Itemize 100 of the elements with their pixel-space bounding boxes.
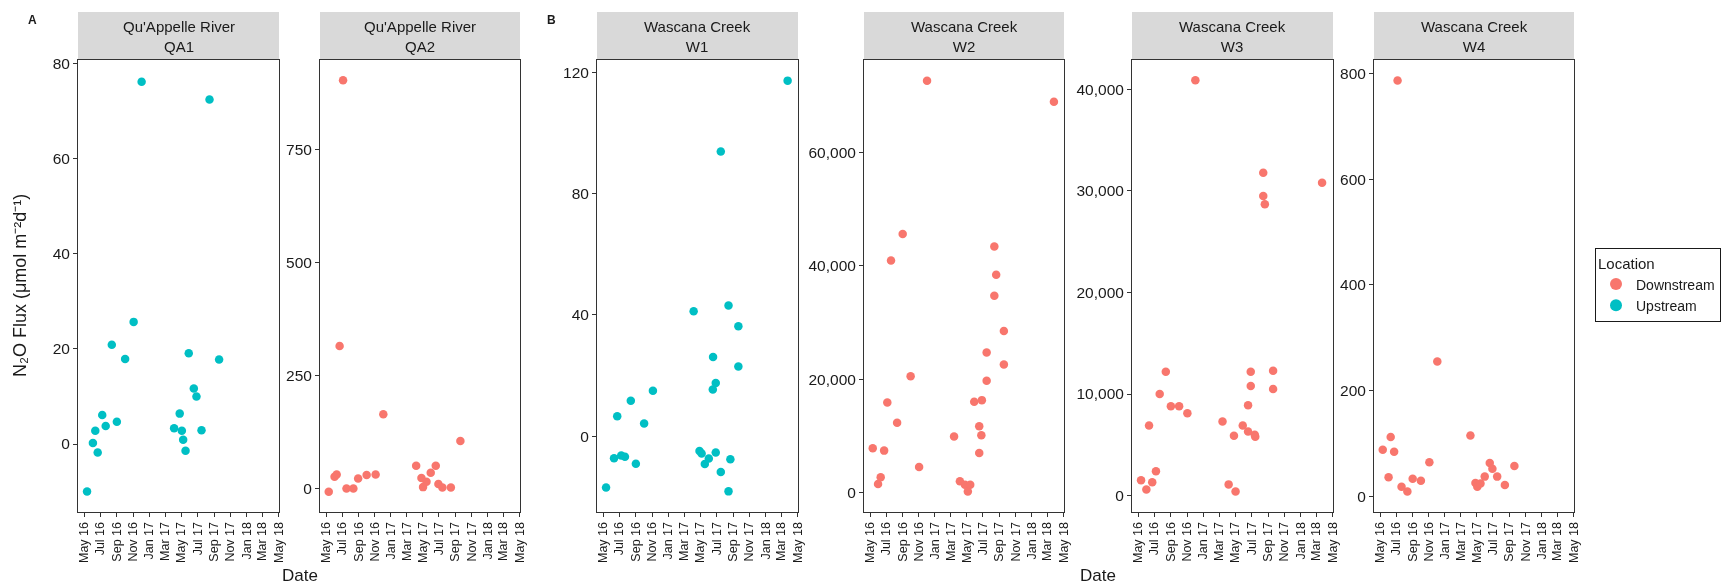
x-tick-label: Mar 17 [677, 521, 692, 561]
y-tick-label: 40,000 [808, 257, 857, 275]
x-tick-label: Sep 16 [109, 521, 124, 562]
x-tick-label: Jul 16 [879, 521, 894, 556]
x-tick-label: Nov 17 [1008, 521, 1023, 562]
y-tick-label: 40 [52, 245, 71, 263]
chart-title: Wascana Creek W1 [644, 18, 751, 55]
chart-title: Qu'Appelle River QA2 [364, 18, 477, 55]
y-tick-label: 400 [1340, 276, 1367, 294]
x-tick-label: Mar 17 [158, 521, 173, 561]
x-tick-label: Jan 18 [1534, 521, 1549, 560]
x-tick-label: Nov 16 [645, 521, 660, 562]
x-tick-label: Mar 18 [1550, 521, 1565, 561]
y-tick-label: 30,000 [1076, 182, 1125, 200]
x-tick-label: Jan 17 [928, 521, 943, 560]
x-tick-label: Jul 17 [1244, 521, 1259, 556]
x-tick-label: Sep 17 [1261, 521, 1276, 562]
x-tick-label: May 16 [1131, 521, 1146, 563]
text: A [28, 13, 37, 27]
y-tick-label: 0 [303, 479, 313, 497]
y-tick-label: 800 [1340, 65, 1367, 83]
x-tick-label: Jul 17 [1486, 521, 1500, 556]
x-tick-label: May 16 [863, 521, 878, 563]
x-tick-label: May 17 [1228, 521, 1243, 563]
x-tick-label: Nov 17 [464, 521, 479, 562]
x-tick-label: Mar 18 [255, 521, 270, 561]
y-tick-label: 80 [52, 55, 71, 73]
x-tick-label: Sep 16 [351, 521, 366, 562]
x-tick-label: Nov 16 [367, 521, 382, 562]
y-tick-label: 80 [571, 184, 590, 202]
x-tick-label: Mar 18 [1040, 521, 1055, 561]
x-tick-label: Sep 16 [1163, 521, 1178, 562]
x-tick-label: Mar 18 [1309, 521, 1324, 561]
x-tick-label: Jan 17 [384, 521, 399, 560]
x-tick-label: May 18 [1566, 521, 1581, 563]
x-tick-label: Nov 17 [1518, 521, 1533, 562]
y-tick-label: 120 [563, 63, 590, 81]
legend-title: Location [1598, 254, 1655, 272]
chart-title: Wascana Creek W4 [1421, 18, 1528, 55]
y-tick-label: 600 [1340, 170, 1367, 188]
x-tick-label: May 17 [174, 521, 189, 563]
x-tick-label: May 16 [1373, 521, 1388, 563]
x-tick-label: Sep 16 [895, 521, 910, 562]
x-tick-label: Jul 17 [709, 521, 724, 556]
x-tick-label: Jul 16 [335, 521, 350, 556]
x-tick-label: Jan 18 [1024, 521, 1039, 560]
x-tick-label: Sep 17 [726, 521, 741, 562]
x-tick-label: Sep 17 [448, 521, 463, 562]
x-tick-label: Jan 17 [142, 521, 157, 560]
chart-title: Wascana Creek W3 [1179, 18, 1286, 55]
x-tick-label: May 18 [790, 521, 805, 563]
y-tick-label: 0 [61, 435, 71, 453]
x-tick-label: Jan 17 [1438, 521, 1453, 560]
x-tick-label: Jul 16 [1147, 521, 1162, 556]
legend-label: Downstream [1636, 276, 1715, 293]
chart-title: Wascana Creek W2 [911, 18, 1018, 55]
x-tick-label: Mar 18 [774, 521, 789, 561]
chart-title: Qu'Appelle River QA1 [123, 18, 236, 55]
x-tick-label: Mar 17 [1212, 521, 1227, 561]
y-tick-label: 750 [286, 140, 313, 158]
y-tick-label: 200 [1340, 381, 1367, 399]
x-tick-label: Jan 18 [239, 521, 254, 560]
x-tick-label: Nov 16 [911, 521, 926, 562]
x-tick-label: May 17 [959, 521, 974, 563]
x-tick-label: Jan 18 [1293, 521, 1308, 560]
y-tick-label: 60 [52, 150, 71, 168]
x-tick-label: Nov 17 [223, 521, 238, 562]
x-tick-label: May 17 [415, 521, 430, 563]
y-tick-label: 20 [52, 340, 71, 358]
x-tick-label: May 17 [1469, 521, 1484, 563]
x-tick-label: Sep 17 [992, 521, 1007, 562]
x-tick-label: May 16 [319, 521, 334, 563]
y-tick-label: 10,000 [1076, 385, 1125, 403]
x-tick-label: Mar 17 [399, 521, 414, 561]
x-tick-label: Jul 17 [976, 521, 990, 556]
x-tick-label: Sep 16 [628, 521, 643, 562]
y-tick-label: 0 [847, 484, 857, 502]
y-tick-label: 20,000 [1076, 283, 1125, 301]
x-axis-title: Date [1080, 566, 1116, 585]
x-tick-label: May 16 [77, 521, 92, 563]
x-tick-label: Jan 17 [661, 521, 676, 560]
y-tick-label: 0 [1115, 486, 1125, 504]
y-tick-label: 250 [286, 366, 313, 384]
x-tick-label: Sep 16 [1405, 521, 1420, 562]
x-tick-label: Nov 16 [126, 521, 141, 562]
legend-label: Upstream [1636, 297, 1697, 314]
y-tick-label: 0 [580, 427, 590, 445]
x-tick-label: May 18 [512, 521, 527, 563]
x-axis-title: Date [282, 566, 318, 585]
x-tick-label: Jul 16 [1389, 521, 1404, 556]
x-tick-label: May 18 [271, 521, 286, 563]
y-tick-label: 40 [571, 306, 590, 324]
x-tick-label: Jul 16 [93, 521, 108, 556]
text: B [547, 13, 556, 27]
x-tick-label: Nov 16 [1421, 521, 1436, 562]
y-axis-title: N₂O Flux (μmol m⁻²d⁻¹) [10, 193, 30, 377]
x-tick-label: Jul 16 [612, 521, 627, 556]
x-tick-label: Nov 17 [742, 521, 757, 562]
x-tick-label: Jan 17 [1196, 521, 1211, 560]
x-tick-label: May 18 [1056, 521, 1071, 563]
